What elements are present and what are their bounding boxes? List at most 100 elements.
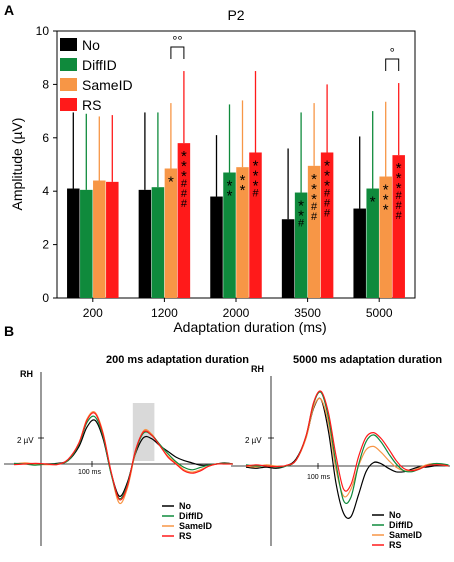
significance-star: * bbox=[383, 202, 389, 219]
significance-hash: # bbox=[311, 201, 318, 213]
erp-left-line-no bbox=[13, 419, 233, 497]
erp-left-legend-label-rs: RS bbox=[179, 531, 192, 541]
significance-hash: # bbox=[181, 188, 188, 200]
legend-swatch-no bbox=[60, 38, 77, 51]
bar-diffid-3500 bbox=[294, 192, 308, 298]
bar-rs-2000 bbox=[249, 152, 262, 298]
bracket-label: ° bbox=[390, 45, 395, 60]
panel-b-letter: B bbox=[4, 323, 14, 339]
erp-left-time-label: 100 ms bbox=[78, 469, 101, 476]
bar-sameid-5000 bbox=[379, 176, 392, 298]
bar-no-200 bbox=[67, 188, 80, 298]
bar-rs-5000 bbox=[392, 155, 405, 298]
y-tick-label: 0 bbox=[42, 291, 49, 305]
significance-star: * bbox=[311, 181, 317, 198]
significance-star: * bbox=[181, 158, 187, 175]
significance-star: * bbox=[324, 177, 330, 194]
y-tick-label: 10 bbox=[36, 24, 50, 38]
erp-right-title: 5000 ms adaptation duration bbox=[293, 354, 442, 366]
significance-hash: # bbox=[181, 198, 188, 210]
bar-sameid-1200 bbox=[164, 168, 178, 298]
legend-label-diffid: DiffID bbox=[82, 57, 117, 73]
erp-right-legend-label-rs: RS bbox=[389, 540, 402, 550]
y-tick-label: 4 bbox=[42, 184, 49, 198]
bar-diffid-2000 bbox=[223, 172, 236, 298]
significance-star: * bbox=[311, 191, 317, 208]
significance-star: * bbox=[253, 167, 259, 184]
significance-star: * bbox=[396, 180, 402, 197]
significance-hash: # bbox=[396, 190, 403, 202]
erp-right-legend-label-sameid: SameID bbox=[389, 530, 423, 540]
erp-left-legend-label-sameid: SameID bbox=[179, 521, 213, 531]
erp-right-channel: RH bbox=[251, 364, 264, 374]
significance-star: * bbox=[181, 168, 187, 185]
significance-star: * bbox=[370, 194, 376, 211]
legend-label-no: No bbox=[82, 37, 100, 53]
erp-left-legend-label-diffid: DiffID bbox=[179, 511, 203, 521]
significance-star: * bbox=[227, 178, 233, 195]
bar-chart-ylabel: Amplitude (µV) bbox=[9, 118, 25, 211]
significance-hash: # bbox=[324, 207, 331, 219]
significance-star: * bbox=[253, 157, 259, 174]
significance-star: * bbox=[181, 148, 187, 165]
significance-star: * bbox=[298, 198, 304, 215]
erp-right-time-label: 100 ms bbox=[307, 474, 330, 481]
bar-no-5000 bbox=[353, 208, 366, 298]
significance-hash: # bbox=[298, 218, 305, 230]
significance-hash: # bbox=[396, 210, 403, 222]
significance-star: * bbox=[298, 208, 304, 225]
legend-swatch-diffid bbox=[60, 58, 77, 71]
bracket-label: °° bbox=[172, 33, 182, 48]
significance-star: * bbox=[240, 182, 246, 199]
x-tick-label: 2000 bbox=[223, 306, 250, 320]
bar-no-1200 bbox=[138, 189, 152, 298]
bar-rs-1200 bbox=[177, 143, 191, 298]
significance-star: * bbox=[324, 167, 330, 184]
erp-right-line-no bbox=[245, 397, 449, 519]
bar-sameid-3500 bbox=[307, 165, 321, 298]
erp-left-line-diffid bbox=[13, 415, 233, 500]
legend-label-sameid: SameID bbox=[82, 77, 133, 93]
bar-rs-3500 bbox=[320, 152, 334, 298]
erp-left-title: 200 ms adaptation duration bbox=[106, 354, 249, 366]
bar-sameid-2000 bbox=[236, 167, 249, 298]
significance-star: * bbox=[396, 170, 402, 187]
bar-rs-200 bbox=[106, 181, 119, 298]
significance-star: * bbox=[383, 182, 389, 199]
bar-no-2000 bbox=[210, 196, 223, 298]
significance-star: * bbox=[396, 160, 402, 177]
significance-hash: # bbox=[324, 197, 331, 209]
erp-left-channel: RH bbox=[20, 369, 33, 379]
y-tick-label: 8 bbox=[42, 77, 49, 91]
bar-diffid-5000 bbox=[366, 188, 379, 298]
significance-star: * bbox=[240, 172, 246, 189]
bar-chart-title: P2 bbox=[227, 7, 244, 23]
erp-right-scale-label: 2 µV bbox=[245, 436, 262, 445]
significance-star: * bbox=[253, 177, 259, 194]
panel-a-letter: A bbox=[4, 2, 14, 18]
erp-right-line-diffid bbox=[245, 391, 449, 505]
y-tick-label: 2 bbox=[42, 238, 49, 252]
x-tick-label: 5000 bbox=[366, 306, 393, 320]
erp-right-line-rs bbox=[245, 390, 449, 492]
erp-right-legend-label-diffid: DiffID bbox=[389, 520, 413, 530]
significance-hash: # bbox=[252, 187, 259, 199]
significance-hash: # bbox=[181, 178, 188, 190]
x-tick-label: 200 bbox=[83, 306, 103, 320]
bar-diffid-1200 bbox=[151, 187, 165, 298]
erp-left-legend-label-no: No bbox=[179, 501, 191, 511]
erp-left-line-rs bbox=[13, 412, 233, 501]
significance-bracket bbox=[170, 46, 185, 60]
erp-left-scale-label: 2 µV bbox=[17, 436, 34, 445]
x-tick-label: 1200 bbox=[151, 306, 178, 320]
bar-sameid-200 bbox=[93, 180, 106, 298]
bar-chart-xlabel: Adaptation duration (ms) bbox=[173, 319, 326, 335]
erp-left-line-sameid bbox=[13, 411, 233, 505]
erp-right-line-sameid bbox=[245, 397, 449, 498]
legend-label-rs: RS bbox=[82, 97, 101, 113]
y-tick-label: 6 bbox=[42, 131, 49, 145]
significance-star: * bbox=[311, 171, 317, 188]
significance-star: * bbox=[324, 157, 330, 174]
